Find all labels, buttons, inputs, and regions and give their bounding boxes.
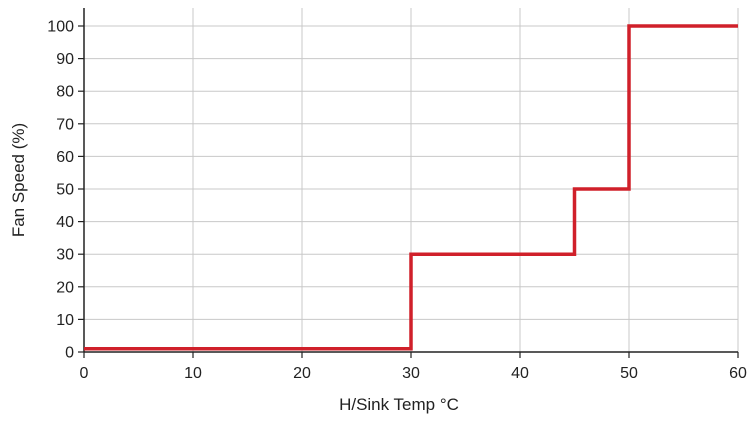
y-tick-label: 50 xyxy=(56,182,74,199)
y-tick-label: 40 xyxy=(56,214,74,231)
x-tick-label: 50 xyxy=(620,365,638,382)
y-tick-label: 70 xyxy=(56,116,74,133)
y-axis-label: Fan Speed (%) xyxy=(9,123,28,237)
axes xyxy=(78,8,739,358)
tick-labels: 0 10 20 30 40 50 60 70 80 90 100 0 10 20 30 40 50 60 xyxy=(47,19,747,383)
y-tick-label: 10 xyxy=(56,312,74,329)
series xyxy=(84,24,738,351)
y-tick-label: 100 xyxy=(47,19,74,36)
y-tick-label: 20 xyxy=(56,279,74,296)
y-tick-label: 30 xyxy=(56,247,74,264)
x-tick-label: 40 xyxy=(511,365,529,382)
x-tick-label: 60 xyxy=(729,365,747,382)
y-tick-label: 80 xyxy=(56,84,74,101)
x-axis-label: H/Sink Temp °C xyxy=(339,395,459,414)
x-tick-label: 20 xyxy=(293,365,311,382)
y-tick-label: 60 xyxy=(56,149,74,166)
series-line-0 xyxy=(84,24,738,351)
x-tick-label: 30 xyxy=(402,365,420,382)
x-tick-label: 0 xyxy=(80,365,89,382)
y-tick-label: 90 xyxy=(56,51,74,68)
x-tick-label: 10 xyxy=(184,365,202,382)
y-tick-label: 0 xyxy=(65,345,74,362)
